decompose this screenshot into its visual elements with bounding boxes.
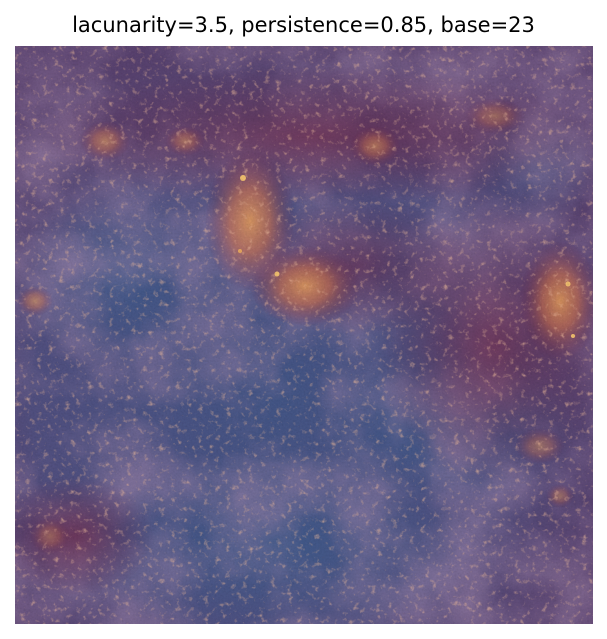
noise-texture-image — [15, 46, 593, 624]
figure-title: lacunarity=3.5, persistence=0.85, base=2… — [72, 13, 535, 37]
noise-image-frame — [15, 46, 593, 624]
